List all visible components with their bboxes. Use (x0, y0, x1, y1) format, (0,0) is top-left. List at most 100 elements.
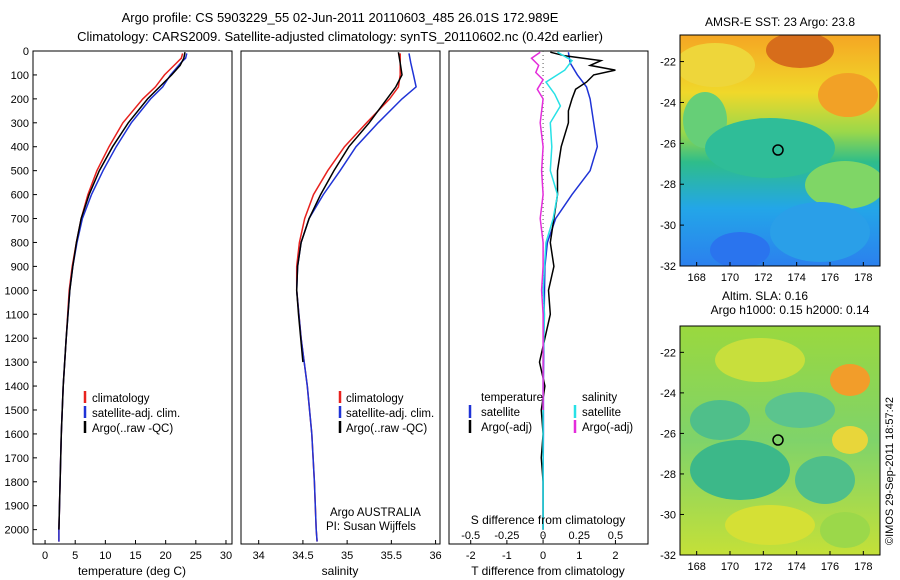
difference-axes-frame (448, 50, 649, 545)
x-tick-label: 0 (540, 550, 546, 562)
series-line-climatology (58, 53, 184, 542)
salinity-xlabel: salinity (322, 564, 359, 578)
x-tick-label: 15 (129, 550, 141, 562)
depth-tick-label: 1400 (5, 381, 29, 393)
sla-map-frame (679, 325, 881, 556)
lon-tick-label: 170 (721, 272, 739, 284)
figure-title-line1: Argo profile: CS 5903229_55 02-Jun-2011 … (122, 10, 559, 25)
s-tick-label: -0.5 (461, 530, 480, 542)
s-difference-label: S difference from climatology (471, 513, 626, 527)
lon-tick-label: 178 (854, 561, 872, 573)
t-difference-xlabel: T difference from climatology (471, 564, 625, 578)
depth-tick-label: 500 (11, 166, 29, 178)
x-tick-label: 0 (42, 550, 48, 562)
x-tick-label: 25 (190, 550, 202, 562)
depth-tick-label: 400 (11, 142, 29, 154)
sla-map: Altim. SLA: 0.16 Argo h1000: 0.15 h2000:… (660, 289, 881, 573)
legend-satellite: satellite-adj. clim. (92, 408, 180, 420)
x-tick-label: 2 (612, 550, 618, 562)
imos-credit: ©IMOS 29-Sep-2011 18:57:42 (884, 397, 896, 545)
salinity-legend: climatology satellite-adj. clim. Argo(..… (338, 391, 434, 435)
sla-map-title: Altim. SLA: 0.16 (722, 289, 808, 303)
lat-tick-label: -28 (660, 179, 676, 191)
sst-map-frame (679, 34, 881, 267)
temperature-legend: climatology satellite-adj. clim. Argo(..… (83, 391, 180, 435)
salinity-panel: 34 34.5 35 35.5 36 climatology satellite-adj… (240, 50, 442, 578)
depth-tick-label: 1700 (5, 453, 29, 465)
legend-t-argo: Argo(-adj) (481, 422, 532, 434)
s-tick-label: 0.25 (569, 530, 590, 542)
x-tick-label: 30 (220, 550, 232, 562)
lat-tick-label: -32 (660, 261, 676, 273)
series-line-argo-raw-qc (295, 52, 403, 363)
depth-tick-label: 600 (11, 190, 29, 202)
temperature-xlabel: temperature (deg C) (78, 564, 186, 578)
argo-program-note: Argo AUSTRALIA (330, 507, 421, 519)
legend-argo: Argo(..raw -QC) (92, 423, 173, 435)
s-tick-label: -0.25 (494, 530, 519, 542)
x-tick-label: 5 (72, 550, 78, 562)
legend-t-satellite: satellite (481, 407, 520, 419)
sla-map-subtitle: Argo h1000: 0.15 h2000: 0.14 (711, 303, 870, 317)
lat-tick-label: -26 (660, 138, 676, 150)
sst-map: AMSR-E SST: 23 Argo: 23.8 168 170 172 174 17… (660, 15, 881, 284)
lat-tick-label: -30 (660, 220, 676, 232)
temperature-panel: 0100200300400500600700800900100011001200… (5, 46, 233, 578)
x-tick-label: 1 (576, 550, 582, 562)
sst-field (680, 35, 880, 266)
legend-satellite: satellite-adj. clim. (346, 408, 434, 420)
legend-argo: Argo(..raw -QC) (346, 423, 427, 435)
depth-tick-label: 1300 (5, 357, 29, 369)
x-tick-label: 34.5 (292, 550, 313, 562)
legend-temperature-title: temperature (481, 392, 543, 404)
depth-tick-label: 2000 (5, 525, 29, 537)
depth-tick-label: 1800 (5, 477, 29, 489)
x-tick-label: 20 (160, 550, 172, 562)
depth-tick-label: 1600 (5, 429, 29, 441)
depth-tick-label: 1200 (5, 333, 29, 345)
temperature-axes-frame (32, 50, 233, 545)
lat-tick-label: -22 (660, 347, 676, 359)
argo-location-marker (772, 144, 784, 156)
x-tick-label: -1 (502, 550, 512, 562)
lat-tick-label: -24 (660, 388, 676, 400)
x-tick-label: 34 (253, 550, 265, 562)
series-line-climatology (295, 53, 401, 542)
lat-tick-label: -24 (660, 97, 676, 109)
depth-tick-label: 700 (11, 214, 29, 226)
depth-tick-label: 1900 (5, 501, 29, 513)
series-line-argo-raw-qc (58, 52, 186, 530)
lon-tick-label: 172 (754, 561, 772, 573)
sla-field (680, 326, 880, 555)
series-line-t-satellite (542, 52, 599, 530)
depth-tick-label: 100 (11, 70, 29, 82)
argo-location-marker (772, 434, 784, 446)
legend-salinity-title: salinity (582, 392, 617, 404)
depth-tick-label: 900 (11, 261, 29, 273)
depth-tick-label: 1100 (5, 309, 29, 321)
x-tick-label: -2 (466, 550, 476, 562)
legend-climatology: climatology (346, 393, 404, 405)
lon-tick-label: 174 (787, 272, 805, 284)
lon-tick-label: 176 (821, 272, 839, 284)
depth-tick-label: 1000 (5, 285, 29, 297)
legend-s-argo: Argo(-adj) (582, 422, 633, 434)
lon-tick-label: 172 (754, 272, 772, 284)
x-tick-label: 10 (99, 550, 111, 562)
depth-tick-label: 800 (11, 237, 29, 249)
lon-tick-label: 170 (721, 561, 739, 573)
depth-tick-label: 1500 (5, 405, 29, 417)
series-line-satellite-adj-clim (58, 53, 188, 542)
lon-tick-label: 176 (821, 561, 839, 573)
series-line-s-argo-adj (530, 51, 545, 410)
lat-tick-label: -22 (660, 57, 676, 69)
sst-map-title: AMSR-E SST: 23 Argo: 23.8 (705, 15, 855, 29)
x-tick-label: 35 (341, 550, 353, 562)
lon-tick-label: 168 (687, 561, 705, 573)
depth-tick-label: 300 (11, 118, 29, 130)
legend-s-satellite: satellite (582, 407, 621, 419)
lon-tick-label: 174 (787, 561, 805, 573)
depth-tick-label: 0 (23, 46, 29, 58)
legend-climatology: climatology (92, 393, 150, 405)
